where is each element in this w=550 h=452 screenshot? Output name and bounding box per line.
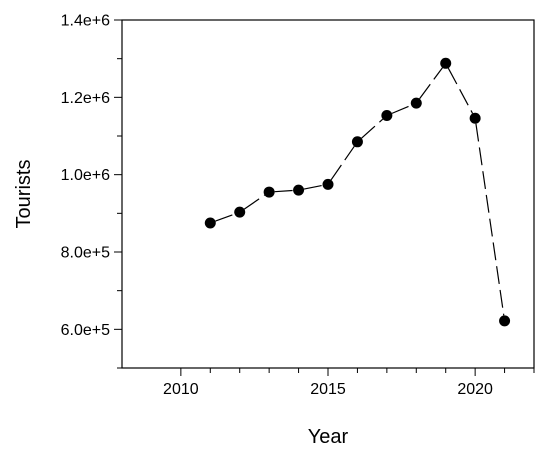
data-point bbox=[440, 57, 452, 69]
data-point bbox=[410, 97, 422, 109]
x-axis-title: Year bbox=[308, 426, 349, 448]
series-line-segment bbox=[243, 194, 265, 210]
data-point bbox=[469, 112, 481, 124]
y-tick-label: 1.4e+6 bbox=[61, 13, 110, 30]
data-point bbox=[351, 136, 363, 148]
series-layer bbox=[204, 57, 511, 327]
x-tick-label: 2015 bbox=[310, 381, 346, 398]
x-tick-label: 2010 bbox=[163, 381, 199, 398]
data-point bbox=[322, 178, 334, 190]
data-point bbox=[204, 217, 216, 229]
series-line-segment bbox=[419, 67, 443, 100]
y-tick-label: 6.0e+5 bbox=[61, 322, 110, 339]
data-point bbox=[263, 186, 275, 198]
series-line-segment bbox=[215, 213, 235, 222]
data-point bbox=[293, 184, 305, 196]
series-line-segment bbox=[361, 118, 384, 139]
series-line-segment bbox=[391, 104, 412, 114]
y-axis-title: Tourists bbox=[13, 160, 35, 229]
data-point bbox=[234, 206, 246, 218]
labels-layer: Year Tourists bbox=[13, 160, 349, 448]
series-line-segment bbox=[447, 67, 474, 114]
series-line-segment bbox=[274, 189, 294, 193]
y-tick-label: 8.0e+5 bbox=[61, 245, 110, 262]
y-tick-label: 1.0e+6 bbox=[61, 167, 110, 184]
series-line-segment bbox=[303, 184, 323, 190]
series-line-segment bbox=[475, 123, 505, 316]
data-point bbox=[381, 110, 393, 122]
axes-layer: 6.0e+5 8.0e+5 1.0e+6 1.2e+6 1.4e+6 2010 2015 20… bbox=[61, 13, 535, 398]
data-point bbox=[499, 315, 511, 327]
plot-frame bbox=[121, 19, 535, 369]
x-tick-label: 2020 bbox=[457, 381, 493, 398]
series-line-segment bbox=[330, 145, 355, 181]
y-tick-label: 1.2e+6 bbox=[61, 90, 110, 107]
